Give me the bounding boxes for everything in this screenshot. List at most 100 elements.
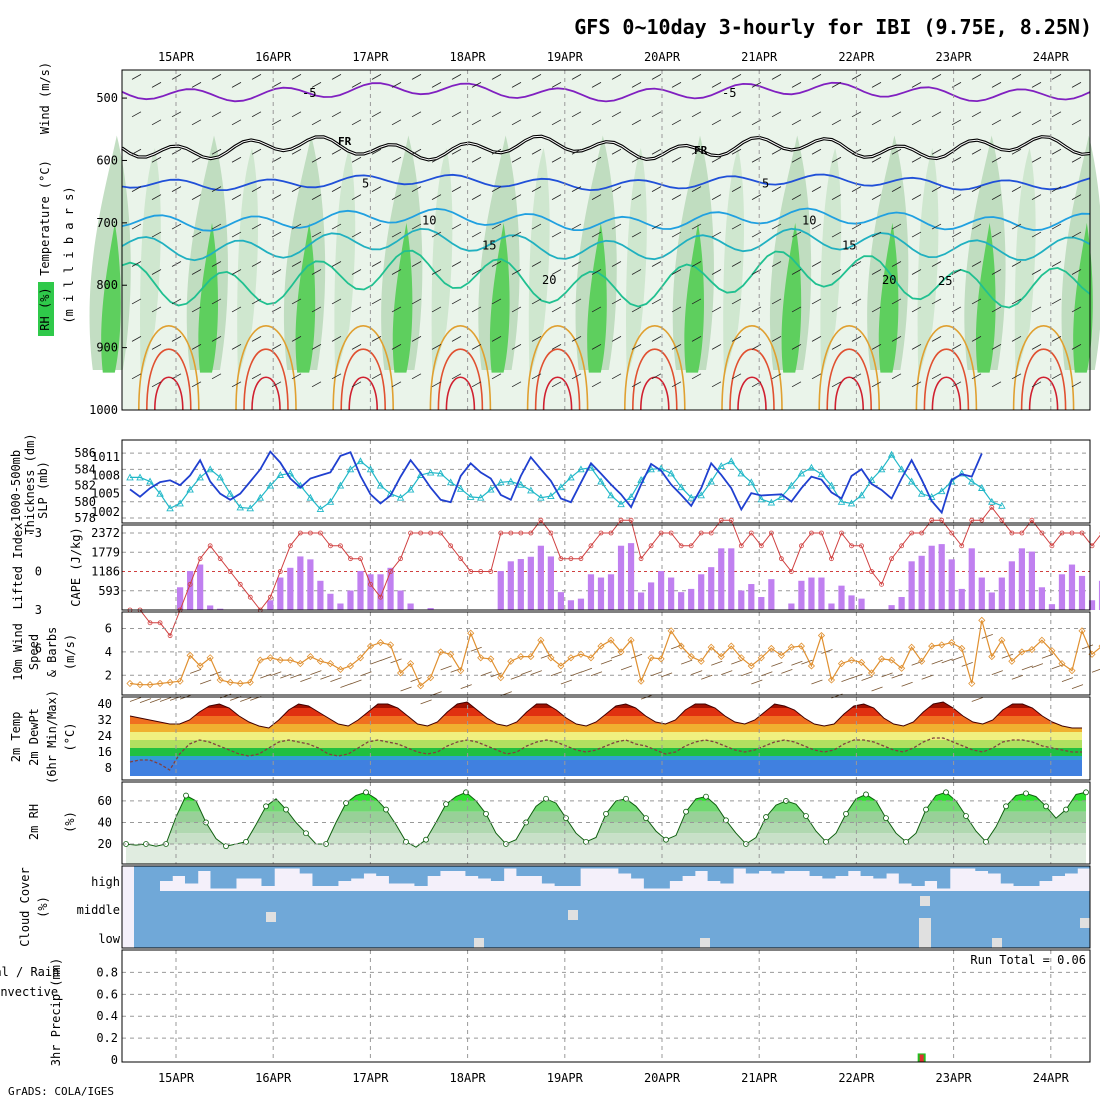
cape-bar bbox=[1088, 600, 1096, 610]
lifted-index-marker bbox=[498, 530, 504, 536]
wind-barb bbox=[831, 344, 842, 350]
wind-barb bbox=[741, 671, 753, 677]
thickness-marker bbox=[577, 465, 585, 473]
panel-temp2m: 8 16 24 32 40 2m Temp 2m DewPt (6hr Min/Max) (°C… bbox=[9, 690, 1091, 784]
y-tick-label: 0.8 bbox=[96, 965, 118, 979]
wind-barb bbox=[231, 82, 242, 88]
rh-contour-fill-high bbox=[101, 222, 121, 373]
cloud-high-step bbox=[465, 866, 479, 876]
y-tick-label: high bbox=[91, 875, 120, 889]
wind-speed-marker bbox=[918, 657, 926, 665]
wind-barb bbox=[131, 373, 142, 380]
wind-barb bbox=[1051, 111, 1062, 118]
lifted-index-marker bbox=[157, 620, 163, 626]
wind-barb bbox=[931, 261, 942, 267]
cloud-high-step bbox=[414, 866, 428, 886]
wind-barb bbox=[331, 261, 342, 267]
cape-bar bbox=[577, 598, 585, 610]
freezing-level-label: FR bbox=[694, 144, 708, 157]
wind-barb bbox=[351, 344, 362, 350]
lifted-index-marker bbox=[287, 543, 293, 549]
rh-marker bbox=[363, 789, 369, 796]
y-tick-label: 60 bbox=[98, 794, 112, 808]
thickness-marker bbox=[306, 493, 315, 501]
panel-frame bbox=[121, 69, 1091, 411]
temperature-band bbox=[130, 748, 1082, 756]
wind-barb bbox=[211, 373, 222, 380]
wind-barb bbox=[851, 186, 862, 193]
wind-barb bbox=[351, 269, 362, 275]
thickness-marker bbox=[316, 505, 325, 513]
wind-barb bbox=[1051, 664, 1064, 670]
thickness-marker bbox=[266, 481, 275, 489]
wind-barb bbox=[139, 698, 152, 704]
thickness-marker bbox=[176, 499, 184, 507]
temperature-isoline bbox=[121, 249, 1091, 309]
wind-barb bbox=[1011, 111, 1022, 118]
wind-barb bbox=[551, 381, 562, 388]
wind-barb bbox=[491, 336, 502, 342]
temperature-isoline-surface bbox=[1028, 376, 1059, 411]
wind-barb bbox=[340, 683, 352, 688]
wind-barb bbox=[171, 74, 182, 80]
wind-barb bbox=[691, 261, 702, 267]
rh-marker bbox=[963, 813, 969, 819]
cape-bar bbox=[788, 603, 795, 610]
date-label-top: 15APR bbox=[158, 50, 195, 64]
wind-barb bbox=[451, 373, 462, 380]
wind-barb bbox=[591, 82, 602, 88]
wind-barb bbox=[1071, 344, 1082, 350]
temperature-isoline-surface bbox=[437, 348, 484, 411]
wind-speed-marker bbox=[747, 662, 755, 670]
date-label-bottom: 24APR bbox=[1033, 1071, 1070, 1085]
wind-barb bbox=[131, 298, 142, 305]
cloud-high-step bbox=[388, 866, 403, 884]
lifted-index-marker bbox=[508, 530, 514, 536]
wind-barb bbox=[200, 679, 212, 685]
wind-speed-marker bbox=[537, 636, 545, 644]
lifted-index-marker bbox=[799, 543, 804, 549]
wind-barb bbox=[310, 670, 322, 675]
wind-barb bbox=[1031, 663, 1044, 668]
lifted-index-marker bbox=[959, 543, 965, 549]
cape-bar bbox=[978, 577, 985, 610]
wind-speed-marker bbox=[166, 678, 174, 686]
cape-bar bbox=[668, 577, 675, 610]
panel-frame bbox=[121, 696, 1091, 781]
wind-barb bbox=[311, 269, 322, 275]
y-tick-label: 2 bbox=[105, 668, 112, 682]
wind-barb bbox=[531, 336, 542, 342]
wind-barb bbox=[881, 672, 893, 678]
wind-barb bbox=[431, 156, 442, 163]
wind-speed-marker bbox=[306, 653, 314, 661]
thickness-marker bbox=[857, 491, 866, 499]
wind-speed-marker bbox=[697, 657, 705, 665]
lifted-index-marker bbox=[368, 581, 373, 587]
wind-barb bbox=[1011, 298, 1022, 305]
temperature-isoline-surface bbox=[340, 348, 386, 411]
thickness-marker bbox=[216, 473, 224, 481]
wind-speed-marker bbox=[647, 654, 655, 662]
wind-barb bbox=[129, 697, 142, 702]
wind-barb bbox=[191, 231, 202, 238]
cape-bar bbox=[768, 579, 775, 610]
cape-bar bbox=[587, 574, 595, 610]
wind-barb bbox=[290, 673, 302, 679]
wind-barb bbox=[491, 223, 502, 230]
wind-barb bbox=[411, 298, 422, 305]
thickness-marker bbox=[406, 485, 415, 493]
wind-barb bbox=[671, 381, 682, 388]
rh-contour-fill bbox=[723, 147, 744, 379]
cape-bar bbox=[888, 605, 895, 610]
temperature-isoline-surface bbox=[1020, 348, 1067, 411]
lifted-index-marker bbox=[317, 530, 323, 536]
rh-marker bbox=[383, 806, 389, 813]
wind-speed-marker bbox=[587, 654, 595, 662]
wind-barb bbox=[891, 373, 902, 380]
wind-barb bbox=[971, 336, 982, 342]
y-tick-label-right: 1002 bbox=[91, 505, 120, 519]
cape-bar bbox=[708, 567, 715, 610]
wind-barb bbox=[1071, 231, 1082, 238]
wind-barb bbox=[761, 671, 773, 677]
wind-barb bbox=[971, 697, 983, 702]
